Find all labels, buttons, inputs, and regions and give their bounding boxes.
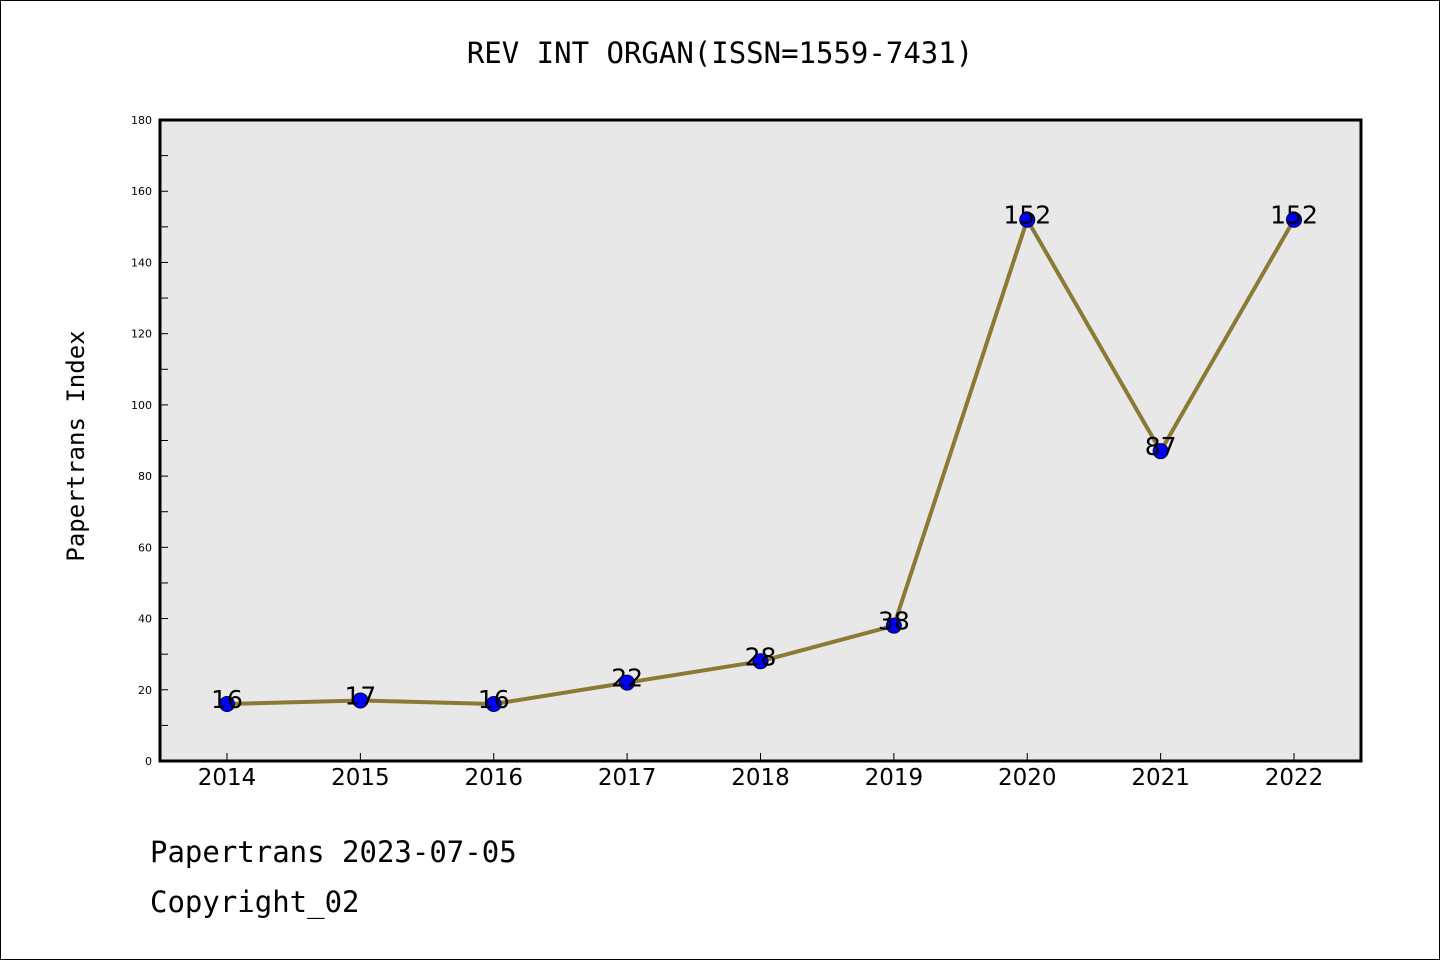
data-point-marker (219, 696, 235, 713)
y-tick-label: 60 (138, 541, 152, 554)
data-point-marker (485, 696, 502, 713)
footer-date: Papertrans 2023-07-05 (150, 835, 517, 869)
y-tick-label: 160 (131, 185, 152, 198)
data-value-label: 17 (344, 681, 376, 710)
data-value-label: 16 (478, 685, 510, 714)
data-point-marker (752, 653, 769, 670)
x-tick-label: 2017 (598, 765, 657, 791)
footer-copyright: Copyright_02 (150, 885, 360, 919)
x-axis-ticks: 2014 2015 2016 2017 2018 2019 2020 2021 2022 (198, 753, 1324, 791)
data-value-label: 152 (1270, 201, 1318, 230)
x-tick-label: 2015 (331, 765, 390, 791)
data-point-marker (885, 617, 902, 634)
data-point-marker (352, 692, 369, 709)
data-point-marker (1019, 211, 1036, 228)
x-tick-label: 2021 (1131, 765, 1190, 791)
y-tick-label: 100 (131, 399, 152, 412)
y-tick-label: 20 (138, 684, 152, 697)
y-tick-label: 0 (145, 755, 152, 768)
data-point-marker (619, 674, 636, 691)
chart-title: REV INT ORGAN(ISSN=1559-7431) (466, 36, 974, 70)
data-value-label: 87 (1145, 432, 1177, 461)
data-labels: 16 17 16 22 28 38 152 87 152 (211, 201, 1318, 714)
y-tick-label: 40 (138, 613, 152, 626)
y-tick-label: 180 (131, 114, 152, 127)
x-tick-label: 2019 (865, 765, 924, 791)
y-tick-label: 120 (131, 328, 152, 341)
y-tick-label: 80 (138, 470, 152, 483)
series-markers (219, 211, 1302, 713)
data-point-marker (1152, 443, 1169, 460)
y-tick-label: 140 (131, 256, 152, 269)
x-tick-label: 2014 (198, 765, 257, 791)
data-point-marker (1286, 211, 1302, 228)
x-tick-label: 2022 (1265, 765, 1324, 791)
data-value-label: 38 (878, 607, 910, 636)
x-tick-label: 2018 (731, 765, 790, 791)
x-tick-label: 2020 (998, 765, 1057, 791)
data-value-label: 152 (1003, 201, 1051, 230)
plot-border (158, 118, 1363, 763)
x-tick-label: 2016 (464, 765, 523, 791)
data-value-label: 28 (745, 642, 777, 671)
data-value-label: 22 (611, 664, 643, 693)
data-value-label: 16 (211, 685, 243, 714)
